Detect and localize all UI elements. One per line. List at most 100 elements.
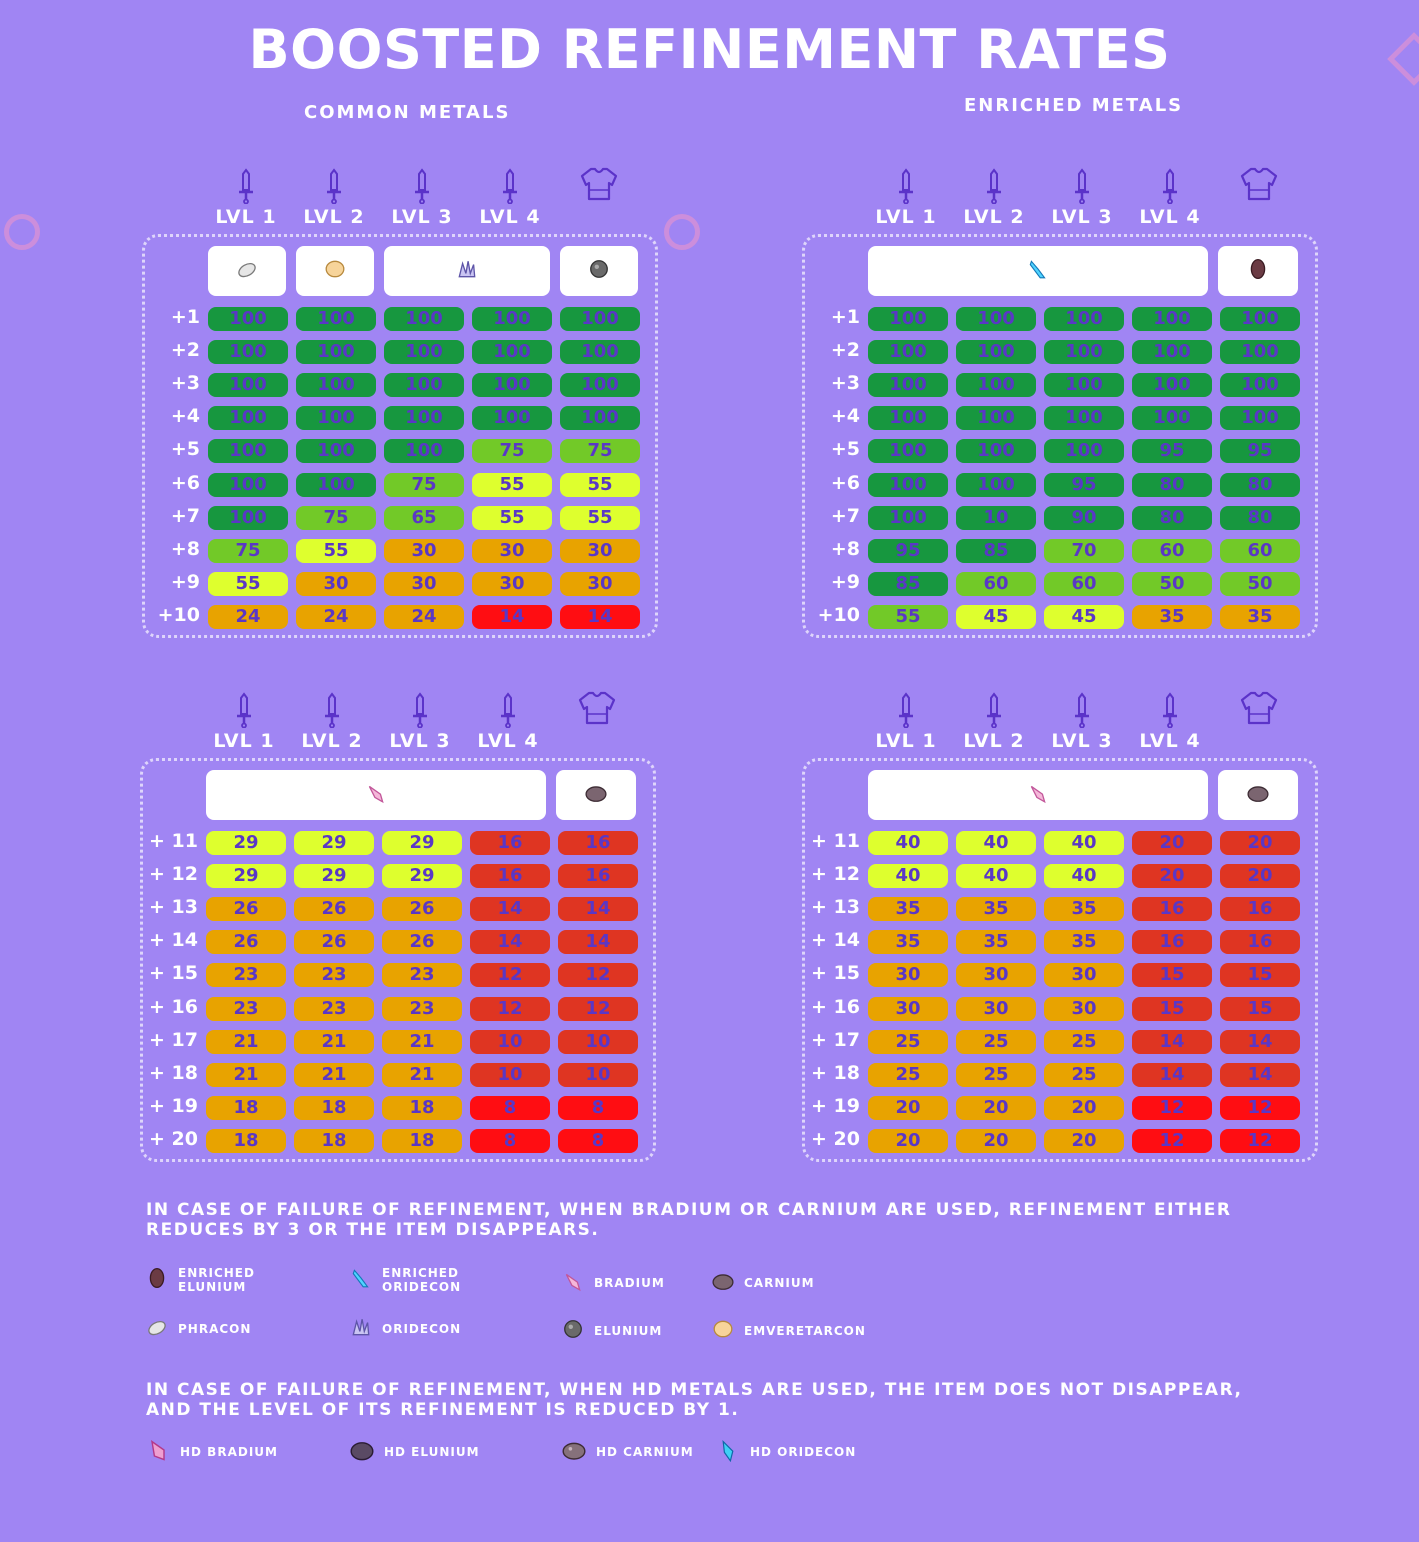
rate-cell: 30 [560,539,640,563]
hd-bradium-icon [146,1438,170,1466]
rate-cell: 26 [206,930,286,954]
rate-cell: 14 [470,930,550,954]
rate-cell: 20 [956,1129,1036,1153]
rate-cell: 100 [384,307,464,331]
armor-icon [1239,166,1279,206]
refine-level-label: +8 [830,538,860,560]
failure-note-hd: IN CASE OF FAILURE OF REFINEMENT, WHEN H… [146,1380,1243,1420]
weapon-level-1: LVL 1 [862,168,950,228]
legend-label: EMVERETARCON [744,1324,866,1338]
refine-level-label: + 17 [149,1029,198,1051]
refine-level-label: + 16 [811,996,860,1018]
table-common-metals: LVL 1 LVL 2 LVL 3 LVL 4 +1 100 100 100 100 100 +2 1… [142,167,662,728]
rate-cell: 100 [956,406,1036,430]
armor-icon [577,690,617,730]
rate-cell: 10 [558,1063,638,1087]
rate-cell: 10 [470,1030,550,1054]
oridecon-icon [350,1316,372,1342]
rate-cell: 20 [1132,831,1212,855]
legend-label: ENRICHED ELUNIUM [178,1266,255,1294]
weapon-level-label: LVL 2 [301,730,363,752]
weapon-level-label: LVL 2 [963,206,1025,228]
rate-cell: 100 [1220,340,1300,364]
decor-ring [4,214,40,250]
refine-level-label: +1 [170,306,200,328]
rate-cell: 16 [470,864,550,888]
rate-cell: 100 [560,373,640,397]
weapon-level-2: LVL 2 [290,168,378,228]
emveretarcon-icon [712,1318,734,1344]
refine-level-label: + 20 [149,1128,198,1150]
rate-cell: 15 [1132,963,1212,987]
rate-cell: 85 [868,572,948,596]
table-hd-metals: LVL 1 LVL 2 LVL 3 LVL 4 + 11 40 40 40 20 20 + 12 40… [802,691,1322,1252]
bradium-icon [562,1270,584,1296]
hd-legend-label: HD BRADIUM [180,1445,278,1459]
refine-level-label: +7 [830,505,860,527]
rate-cell: 30 [868,963,948,987]
material-header-phracon [208,246,286,296]
rate-cell: 26 [382,897,462,921]
rate-cell: 100 [384,373,464,397]
rate-cell: 100 [868,506,948,530]
weapon-level-label: LVL 1 [213,730,275,752]
level-header-row: LVL 1 LVL 2 LVL 3 LVL 4 [802,691,1322,762]
phracon-icon [146,1316,168,1342]
refine-level-label: +4 [830,405,860,427]
weapon-level-4: LVL 4 [464,692,552,752]
rate-cell: 20 [868,1096,948,1120]
weapon-level-label: LVL 3 [391,206,453,228]
material-header-carnium [556,770,636,820]
rate-cell: 14 [558,897,638,921]
rate-cell: 60 [1220,539,1300,563]
weapon-level-3: LVL 3 [376,692,464,752]
weapon-level-2: LVL 2 [288,692,376,752]
rate-cell: 100 [296,439,376,463]
rate-cell: 55 [472,506,552,530]
hd-legend-item: HD ELUNIUM [350,1438,524,1466]
material-header-bradium [868,770,1208,820]
rate-cell: 80 [1132,506,1212,530]
weapon-level-label: LVL 1 [875,206,937,228]
rate-cell: 18 [294,1096,374,1120]
rate-cell: 8 [470,1129,550,1153]
rate-cell: 35 [956,897,1036,921]
legend-label: ELUNIUM [594,1324,663,1338]
rate-cell: 65 [384,506,464,530]
rate-cell: 55 [868,605,948,629]
rate-cell: 29 [294,831,374,855]
rate-cell: 8 [558,1096,638,1120]
rate-cell: 24 [296,605,376,629]
hd-legend-item: HD ORIDECON [716,1438,890,1466]
weapon-level-label: LVL 1 [875,730,937,752]
rate-cell: 14 [1220,1030,1300,1054]
rate-cell: 16 [1220,930,1300,954]
rate-cell: 30 [868,997,948,1021]
rate-cell: 26 [294,930,374,954]
rate-cell: 25 [1044,1030,1124,1054]
refine-level-label: + 18 [149,1062,198,1084]
rate-cell: 15 [1220,997,1300,1021]
refine-level-label: +6 [830,472,860,494]
rate-cell: 23 [206,997,286,1021]
rate-cell: 35 [868,930,948,954]
rate-cell: 80 [1220,473,1300,497]
sword-icon [202,168,290,204]
rate-cell: 35 [1044,897,1124,921]
material-header-oridecon [384,246,550,296]
legend-label: BRADIUM [594,1276,665,1290]
rate-cell: 100 [560,406,640,430]
enriched-elunium-icon [1247,258,1269,284]
rate-cell: 12 [1132,1096,1212,1120]
rate-cell: 30 [384,572,464,596]
enriched-oridecon-icon [350,1267,372,1293]
rate-cell: 23 [382,963,462,987]
rate-cell: 40 [868,864,948,888]
rate-cell: 21 [294,1063,374,1087]
rate-cell: 45 [956,605,1036,629]
weapon-level-1: LVL 1 [862,692,950,752]
rate-cell: 21 [294,1030,374,1054]
legend-item: CARNIUM [712,1270,854,1296]
weapon-level-1: LVL 1 [202,168,290,228]
rate-cell: 100 [868,340,948,364]
